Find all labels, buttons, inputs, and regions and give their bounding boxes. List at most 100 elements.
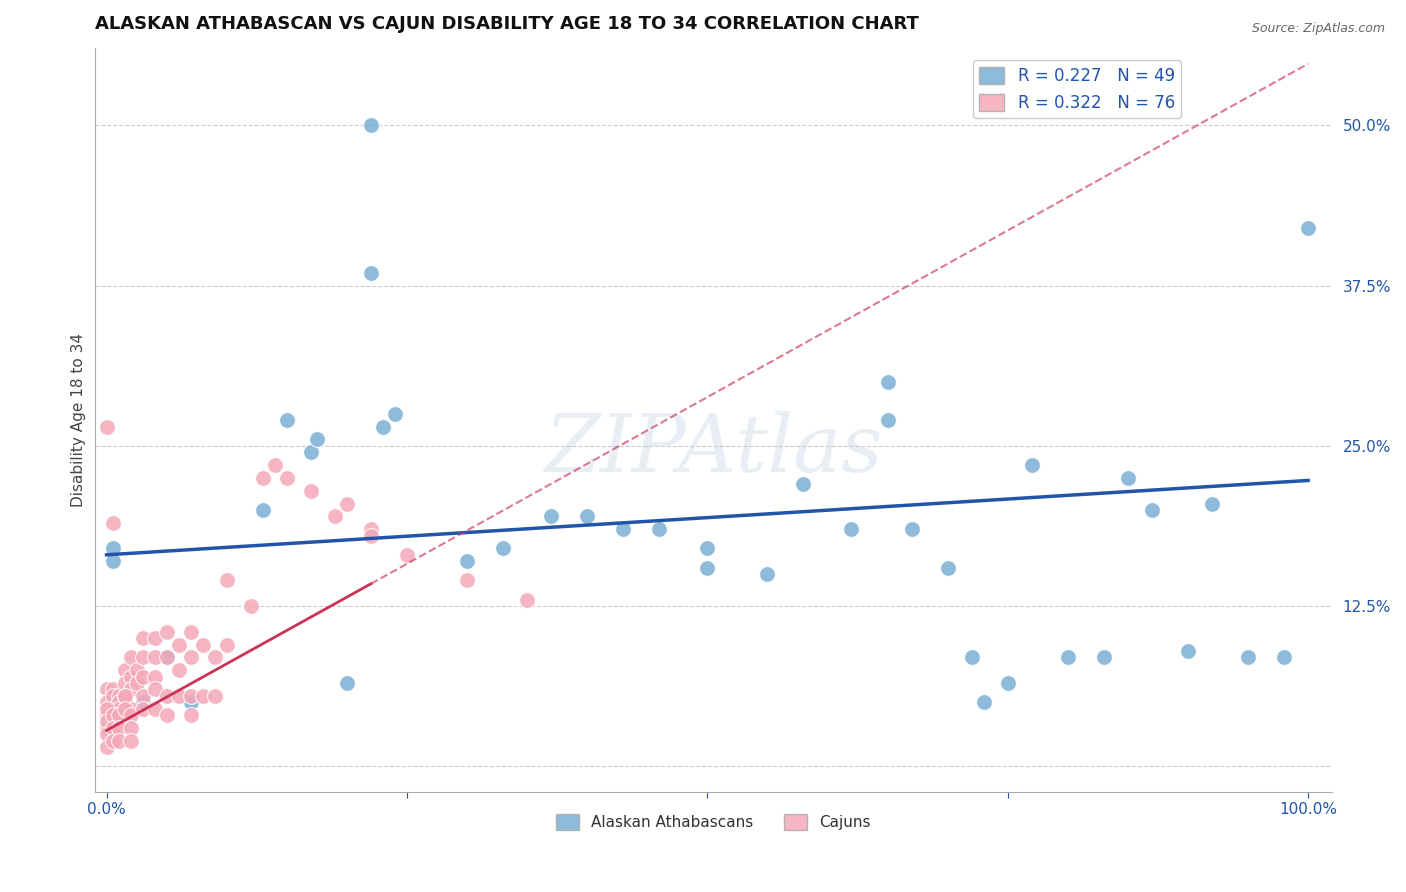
Point: [143, 631, 166, 645]
Legend: Alaskan Athabascans, Cajuns: Alaskan Athabascans, Cajuns: [550, 808, 877, 837]
Point: [101, 733, 124, 747]
Point: [239, 599, 262, 613]
Point: [107, 721, 129, 735]
Point: [263, 458, 285, 472]
Point: [612, 522, 634, 536]
Point: [101, 701, 124, 715]
Point: [180, 695, 202, 709]
Text: Source: ZipAtlas.com: Source: ZipAtlas.com: [1251, 22, 1385, 36]
Point: [516, 592, 538, 607]
Point: [1021, 458, 1043, 472]
Point: [215, 574, 238, 588]
Point: [384, 407, 406, 421]
Point: [276, 413, 298, 427]
Point: [360, 522, 382, 536]
Point: [114, 663, 136, 677]
Point: [96, 419, 118, 434]
Point: [180, 624, 202, 639]
Point: [107, 708, 129, 723]
Point: [1116, 471, 1139, 485]
Point: [792, 477, 814, 491]
Point: [125, 676, 148, 690]
Point: [101, 721, 124, 735]
Point: [180, 708, 202, 723]
Point: [143, 670, 166, 684]
Point: [96, 714, 118, 729]
Point: [120, 682, 142, 697]
Point: [120, 733, 142, 747]
Point: [114, 676, 136, 690]
Point: [1140, 503, 1163, 517]
Point: [299, 483, 322, 498]
Point: [107, 701, 129, 715]
Point: [1177, 644, 1199, 658]
Point: [114, 701, 136, 715]
Point: [1056, 650, 1078, 665]
Point: [96, 727, 118, 741]
Point: [96, 721, 118, 735]
Point: [131, 650, 153, 665]
Point: [114, 689, 136, 703]
Point: [96, 682, 118, 697]
Point: [96, 708, 118, 723]
Point: [336, 676, 359, 690]
Point: [360, 528, 382, 542]
Point: [101, 554, 124, 568]
Point: [936, 560, 959, 574]
Point: [156, 650, 179, 665]
Point: [1272, 650, 1295, 665]
Point: [323, 509, 346, 524]
Point: [120, 708, 142, 723]
Point: [576, 509, 599, 524]
Point: [456, 574, 478, 588]
Point: [131, 689, 153, 703]
Point: [143, 650, 166, 665]
Point: [156, 708, 179, 723]
Point: [131, 701, 153, 715]
Text: ZIPAtlas: ZIPAtlas: [544, 411, 883, 489]
Point: [101, 682, 124, 697]
Point: [96, 740, 118, 755]
Point: [204, 689, 226, 703]
Point: [336, 496, 359, 510]
Point: [101, 708, 124, 723]
Point: [1201, 496, 1223, 510]
Point: [191, 638, 214, 652]
Point: [156, 650, 179, 665]
Point: [360, 266, 382, 280]
Point: [143, 701, 166, 715]
Point: [492, 541, 515, 556]
Point: [648, 522, 671, 536]
Point: [107, 708, 129, 723]
Point: [107, 733, 129, 747]
Point: [101, 689, 124, 703]
Point: [696, 560, 718, 574]
Point: [180, 650, 202, 665]
Point: [305, 433, 328, 447]
Point: [96, 695, 118, 709]
Point: [997, 676, 1019, 690]
Point: [696, 541, 718, 556]
Point: [360, 119, 382, 133]
Point: [101, 541, 124, 556]
Point: [107, 714, 129, 729]
Point: [107, 689, 129, 703]
Point: [276, 471, 298, 485]
Point: [1296, 221, 1319, 235]
Point: [371, 419, 394, 434]
Point: [540, 509, 562, 524]
Point: [120, 670, 142, 684]
Point: [120, 721, 142, 735]
Point: [299, 445, 322, 459]
Point: [120, 701, 142, 715]
Point: [120, 650, 142, 665]
Point: [143, 682, 166, 697]
Point: [876, 413, 898, 427]
Point: [156, 624, 179, 639]
Point: [960, 650, 983, 665]
Point: [131, 695, 153, 709]
Point: [101, 714, 124, 729]
Point: [167, 689, 190, 703]
Point: [191, 689, 214, 703]
Point: [114, 689, 136, 703]
